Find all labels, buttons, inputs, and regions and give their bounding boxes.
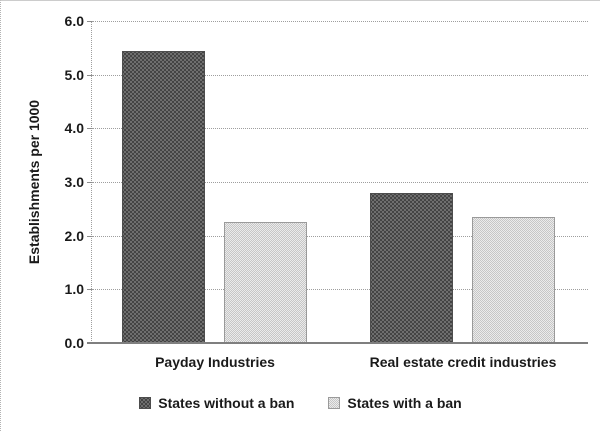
y-tick-mark xyxy=(87,74,92,76)
category-axis: Payday Industries Real estate credit ind… xyxy=(91,354,587,370)
y-tick-mark xyxy=(87,182,92,183)
gridline-4.0 xyxy=(92,128,588,130)
x-axis-line xyxy=(87,342,588,344)
y-tick-label-6.0: 6.0 xyxy=(64,13,84,29)
y-tick-label-2.0: 2.0 xyxy=(64,227,84,244)
bar-without-ban-payday xyxy=(122,50,205,343)
gridline-3.0 xyxy=(92,182,588,183)
legend-label-states-without-ban: States without a ban xyxy=(158,395,295,411)
gridline-1.0 xyxy=(92,289,588,291)
legend-swatch-light-icon xyxy=(328,397,341,409)
y-tick-mark xyxy=(87,128,92,130)
y-tick-label-1.0: 1.0 xyxy=(64,281,84,298)
bar-with-ban-payday xyxy=(224,222,307,343)
gridline-6.0 xyxy=(92,21,588,22)
legend-swatch-dark-icon xyxy=(139,397,152,409)
y-tick-mark xyxy=(87,21,92,22)
y-tick-mark xyxy=(87,289,92,291)
category-label-payday: Payday Industries xyxy=(155,354,275,370)
gridline-5.0 xyxy=(92,74,588,76)
y-tick-label-5.0: 5.0 xyxy=(64,66,84,83)
bar-with-ban-real-estate xyxy=(472,216,555,343)
legend: States without a ban States with a ban xyxy=(1,395,600,411)
category-label-real-estate: Real estate credit industries xyxy=(369,354,557,370)
legend-item-states-without-ban: States without a ban xyxy=(139,395,294,411)
bar-without-ban-real-estate xyxy=(370,192,453,343)
legend-label-states-with-ban: States with a ban xyxy=(347,395,462,411)
y-axis-title: Establishments per 1000 xyxy=(26,99,42,265)
plot-area: 6.0 5.0 4.0 3.0 2.0 1.0 0.0 xyxy=(65,13,588,351)
y-tick-label-4.0: 4.0 xyxy=(64,120,84,137)
gridline-2.0 xyxy=(92,235,588,237)
y-tick-label-0.0: 0.0 xyxy=(64,335,84,351)
y-tick-mark xyxy=(87,235,92,237)
legend-item-states-with-ban: States with a ban xyxy=(328,395,462,411)
y-tick-label-3.0: 3.0 xyxy=(64,174,84,190)
